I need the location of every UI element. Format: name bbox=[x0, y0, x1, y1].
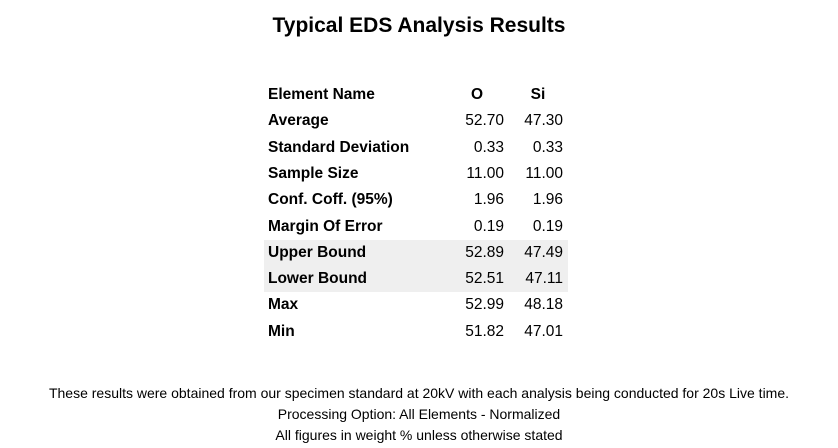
column-header: O bbox=[470, 86, 484, 103]
cell-value: 48.18 bbox=[524, 296, 563, 314]
cell-value: 47.30 bbox=[524, 112, 563, 130]
footer-line: Processing Option: All Elements - Normal… bbox=[277, 406, 561, 422]
row-label: Min bbox=[268, 322, 295, 340]
footer-line: These results were obtained from our spe… bbox=[48, 385, 790, 401]
row-label: Margin Of Error bbox=[268, 217, 383, 235]
row-label: Upper Bound bbox=[268, 243, 367, 261]
cell-value: 47.49 bbox=[524, 243, 563, 261]
cell-value: 0.19 bbox=[473, 217, 504, 235]
row-label: Average bbox=[268, 112, 329, 130]
column-header: Si bbox=[530, 86, 546, 103]
cell-value: 0.33 bbox=[473, 138, 504, 156]
row-label: Max bbox=[268, 296, 299, 314]
cell-value: 47.01 bbox=[524, 322, 563, 340]
cell-value: 0.33 bbox=[532, 138, 563, 156]
cell-value: 47.11 bbox=[525, 270, 563, 288]
row-label: Sample Size bbox=[268, 164, 359, 182]
cell-value: 52.89 bbox=[465, 243, 504, 261]
column-header: Element Name bbox=[268, 86, 375, 103]
cell-value: 52.99 bbox=[465, 296, 504, 314]
cell-value: 52.51 bbox=[465, 270, 504, 288]
title: Typical EDS Analysis Results bbox=[272, 14, 566, 37]
row-label: Lower Bound bbox=[268, 270, 368, 288]
row-label: Conf. Coff. (95%) bbox=[268, 191, 393, 209]
footer-line: All figures in weight % unless otherwise… bbox=[275, 427, 563, 443]
cell-value: 11.00 bbox=[525, 164, 563, 182]
row-label: Standard Deviation bbox=[268, 138, 410, 156]
cell-value: 1.96 bbox=[532, 191, 563, 209]
cell-value: 11.00 bbox=[466, 164, 504, 182]
cell-value: 1.96 bbox=[473, 191, 504, 209]
cell-value: 0.19 bbox=[532, 217, 563, 235]
row-highlight bbox=[264, 239, 568, 293]
cell-value: 52.70 bbox=[465, 112, 504, 130]
cell-value: 51.82 bbox=[465, 322, 504, 340]
